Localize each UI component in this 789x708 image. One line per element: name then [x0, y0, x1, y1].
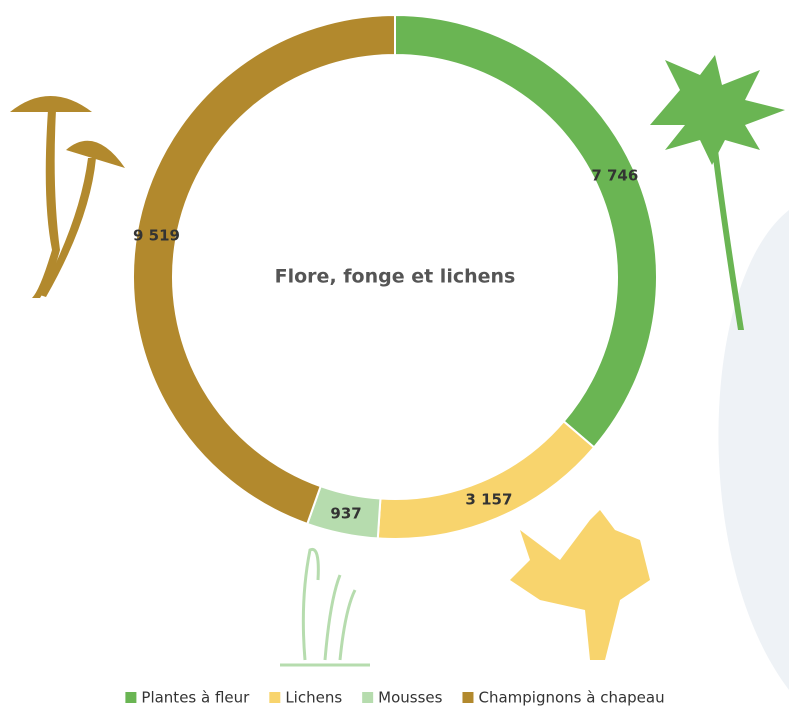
legend-swatch: [125, 692, 137, 703]
legend: Plantes à fleur Lichens Mousses Champignons…: [125, 689, 665, 707]
legend-swatch: [269, 692, 281, 703]
value-label: 3 157: [465, 491, 512, 509]
moss-icon: [280, 547, 370, 667]
legend-swatch: [362, 692, 374, 703]
legend-label: Champignons à chapeau: [478, 689, 664, 707]
legend-label: Plantes à fleur: [141, 689, 250, 707]
legend-swatch: [462, 692, 474, 703]
donut-segment: [394, 13, 658, 449]
mushroom-icon: [10, 96, 125, 298]
value-label: 9 519: [133, 226, 180, 244]
value-label: 937: [330, 505, 361, 523]
donut-segment: [376, 419, 596, 540]
legend-label: Lichens: [285, 689, 342, 707]
chart-title: Flore, fonge et lichens: [275, 266, 516, 288]
value-label: 7 746: [591, 166, 638, 184]
legend-label: Mousses: [378, 689, 442, 707]
donut-segment: [132, 13, 396, 526]
lichen-icon: [510, 510, 650, 660]
background-shape: [718, 210, 789, 690]
flower-icon: [650, 55, 785, 330]
